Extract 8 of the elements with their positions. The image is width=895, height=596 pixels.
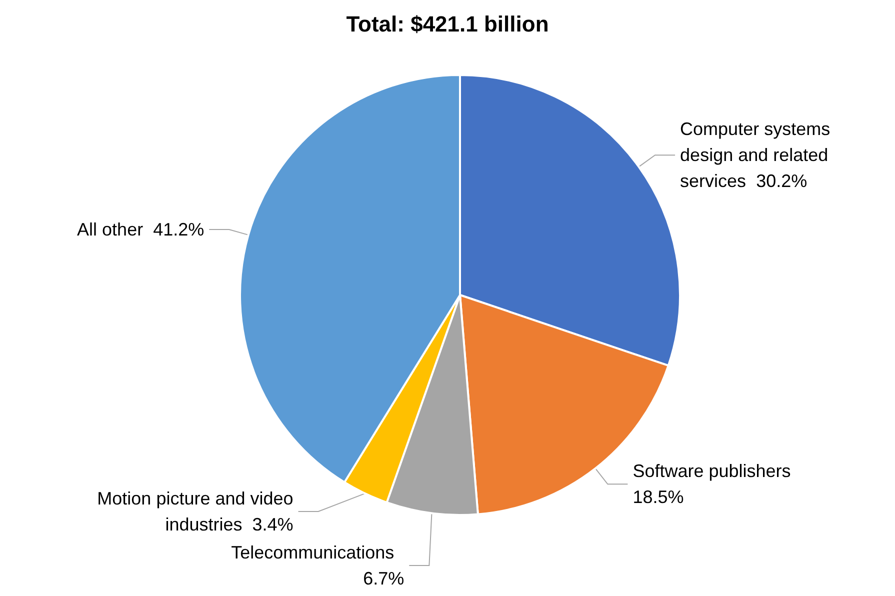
slice-label: All other 41.2%	[77, 219, 204, 240]
slice-label: Telecommunications	[231, 542, 404, 563]
data-label: 18.5%	[632, 487, 684, 508]
slice-label: Motion picture and video industries 3.4%	[97, 488, 294, 535]
data-label: 6.7%	[363, 568, 404, 589]
chart-title: Total: $421.1 billion	[346, 12, 549, 36]
slice-label: Software publishers	[632, 461, 801, 482]
slice-label: Computer systems design and related services 30.2%	[680, 119, 836, 192]
